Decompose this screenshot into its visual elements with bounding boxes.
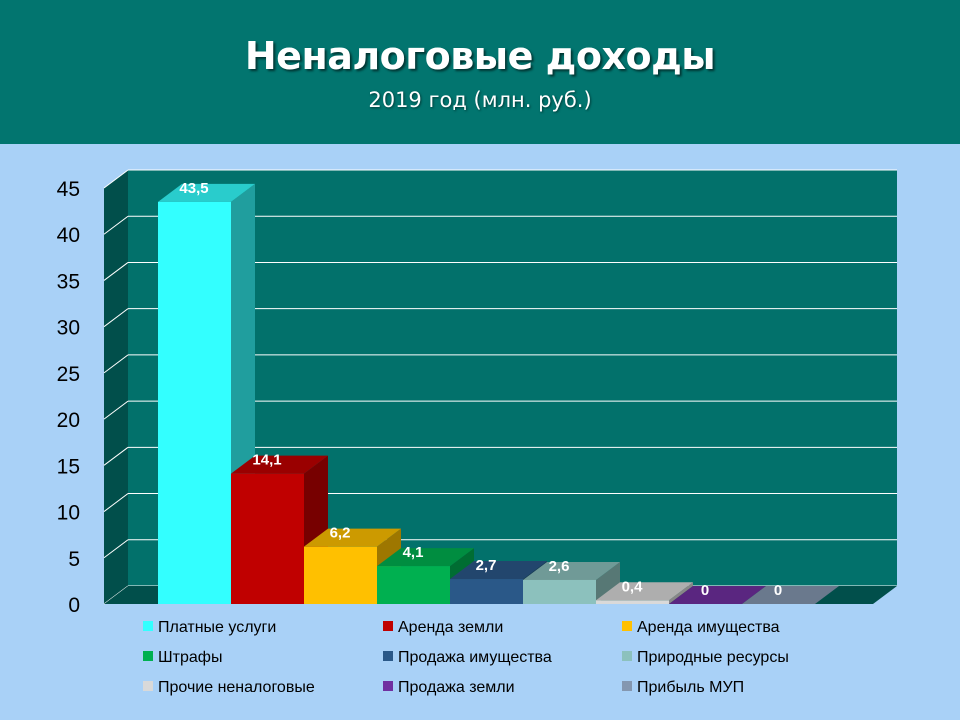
y-tick-label: 0 xyxy=(68,594,80,617)
bar-top xyxy=(304,528,401,547)
gridline-diagonal xyxy=(103,308,129,328)
legend-swatch xyxy=(622,681,632,691)
legend-label: Прочие неналоговые xyxy=(158,679,315,696)
legend-label: Продажа земли xyxy=(398,679,515,696)
bar-top xyxy=(523,561,620,580)
bar-top xyxy=(450,561,547,580)
chart-title: Неналоговые доходы xyxy=(244,34,716,78)
legend-swatch xyxy=(383,651,393,661)
gridline-diagonal xyxy=(103,539,129,559)
legend-swatch xyxy=(143,621,153,631)
bar-front xyxy=(523,579,596,604)
y-axis: 0 5 10 15 20 25 30 35 40 45 xyxy=(57,178,80,617)
legend-item: Штрафы xyxy=(143,649,222,666)
data-label: 2,7 xyxy=(476,557,497,574)
legend-item: Природные ресурсы xyxy=(622,649,789,666)
bar xyxy=(742,586,839,604)
bar-top xyxy=(231,455,328,474)
bar-front xyxy=(231,473,304,604)
y-tick-label: 25 xyxy=(57,363,80,386)
bar-top xyxy=(158,183,255,202)
gridline-diagonal xyxy=(103,400,129,420)
bar-front xyxy=(377,566,450,604)
gridline-diagonal xyxy=(103,262,129,281)
bars xyxy=(158,183,839,604)
legend-label: Аренда имущества xyxy=(637,619,780,636)
bar-front xyxy=(450,579,523,604)
legend-label: Аренда земли xyxy=(398,619,503,636)
legend-swatch xyxy=(383,681,393,691)
legend-item: Продажа имущества xyxy=(383,649,552,666)
data-labels: 43,5 14,1 6,2 4,1 2,7 2,6 0,4 0 0 xyxy=(179,180,782,599)
bar-top xyxy=(669,586,766,604)
legend-item: Продажа земли xyxy=(383,679,515,696)
legend-swatch xyxy=(622,621,632,631)
gridline-diagonal xyxy=(103,493,129,512)
y-tick-label: 20 xyxy=(57,409,80,432)
y-tick-label: 40 xyxy=(57,224,80,247)
y-tick-label: 15 xyxy=(57,455,80,478)
legend-label: Продажа имущества xyxy=(398,649,552,666)
legend-swatch xyxy=(143,651,153,661)
legend-label: Платные услуги xyxy=(158,619,276,636)
bar-top xyxy=(596,582,693,601)
legend-swatch xyxy=(143,681,153,691)
bar-front xyxy=(158,201,231,604)
data-label: 2,6 xyxy=(549,558,570,575)
bar-front xyxy=(304,546,377,604)
header-band xyxy=(0,0,960,144)
bar xyxy=(231,455,328,604)
legend: Платные услуги Аренда земли Аренда имущест… xyxy=(143,619,789,696)
data-label: 43,5 xyxy=(179,180,208,197)
bar-top xyxy=(742,586,839,604)
data-label: 14,1 xyxy=(252,452,281,469)
y-tick-label: 45 xyxy=(57,178,80,201)
gridline-diagonal xyxy=(103,446,129,466)
data-label: 4,1 xyxy=(403,544,424,561)
data-label: 0 xyxy=(701,582,709,599)
gridline-diagonal xyxy=(103,215,129,235)
legend-swatch xyxy=(622,651,632,661)
bar-side xyxy=(596,561,620,604)
gridline-diagonal xyxy=(103,354,129,374)
left-wall xyxy=(104,170,128,604)
data-label: 6,2 xyxy=(330,525,351,542)
bar xyxy=(523,561,620,604)
legend-item: Прибыль МУП xyxy=(622,679,744,696)
legend-item: Аренда имущества xyxy=(622,619,780,636)
legend-label: Прибыль МУП xyxy=(637,679,744,696)
y-tick-label: 10 xyxy=(57,502,80,525)
bar xyxy=(669,586,766,604)
bar-side xyxy=(669,582,693,604)
y-tick-label: 35 xyxy=(57,270,80,293)
y-tick-label: 5 xyxy=(68,548,80,571)
legend-item: Прочие неналоговые xyxy=(143,679,315,696)
legend-swatch xyxy=(383,621,393,631)
legend-item: Платные услуги xyxy=(143,619,276,636)
y-tick-label: 30 xyxy=(57,317,80,340)
data-label: 0 xyxy=(774,582,782,599)
legend-label: Природные ресурсы xyxy=(637,649,789,666)
bar xyxy=(596,582,693,604)
data-label: 0,4 xyxy=(622,578,644,595)
bar-top xyxy=(377,548,474,567)
gridline-diagonal xyxy=(103,169,129,189)
legend-item: Аренда земли xyxy=(383,619,503,636)
chart-subtitle: 2019 год (млн. руб.) xyxy=(368,88,592,112)
bar-front xyxy=(596,600,669,604)
legend-label: Штрафы xyxy=(158,649,222,666)
